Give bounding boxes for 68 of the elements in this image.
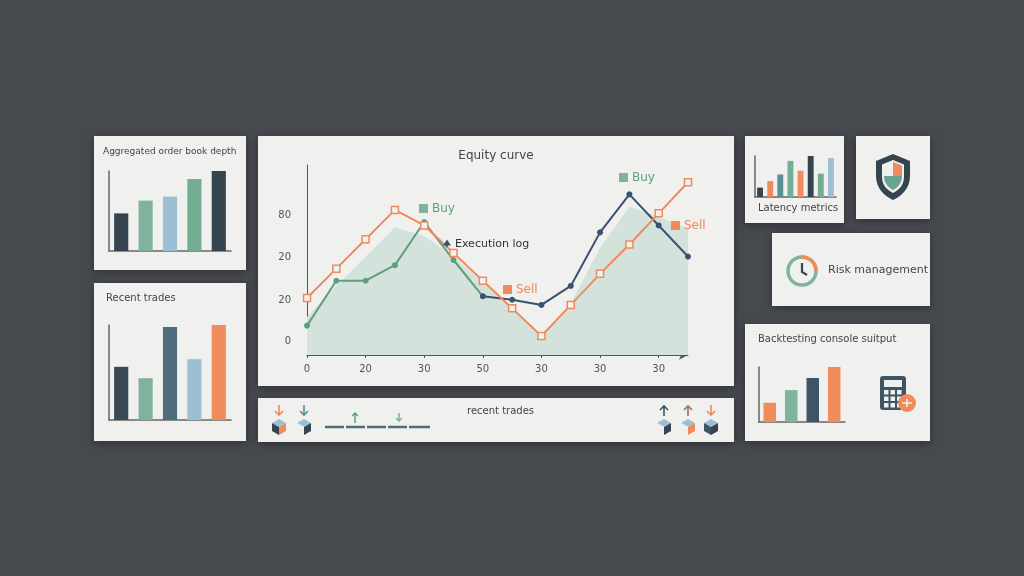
point bbox=[685, 253, 691, 260]
x-tick-label: 30 bbox=[652, 362, 666, 374]
text: 20 bbox=[278, 250, 291, 262]
point bbox=[302, 293, 312, 303]
chart-title: Backtesting console suitput bbox=[758, 333, 897, 344]
text: 0 bbox=[284, 334, 291, 346]
point bbox=[450, 257, 457, 263]
text: Latency metrics bbox=[758, 202, 839, 213]
point bbox=[362, 277, 369, 284]
text: 20 bbox=[278, 293, 291, 305]
bar bbox=[211, 325, 226, 420]
bar bbox=[162, 326, 178, 420]
x-tick-label: 30 bbox=[417, 362, 431, 374]
point bbox=[567, 282, 574, 289]
chart-title: Aggregated order book depth bbox=[103, 146, 237, 156]
annotation: Sell bbox=[684, 218, 706, 232]
point bbox=[595, 269, 605, 279]
point bbox=[361, 235, 370, 244]
point bbox=[507, 304, 517, 313]
bar bbox=[114, 366, 129, 420]
bar bbox=[828, 367, 841, 422]
point bbox=[419, 221, 429, 230]
bar bbox=[757, 187, 763, 197]
annotation: Buy bbox=[432, 201, 455, 215]
bar bbox=[807, 156, 814, 197]
bar bbox=[785, 390, 798, 422]
text: Risk management bbox=[828, 263, 928, 276]
point bbox=[391, 262, 398, 269]
point bbox=[654, 209, 663, 218]
bar bbox=[828, 158, 834, 197]
x-tick-label: 0 bbox=[303, 362, 311, 374]
point bbox=[625, 240, 634, 249]
annotation: Sell bbox=[516, 282, 538, 296]
bar bbox=[187, 179, 202, 251]
x-tick-label: 30 bbox=[535, 362, 548, 374]
bar bbox=[767, 181, 774, 197]
x-tick-label: 50 bbox=[476, 362, 490, 374]
bar bbox=[162, 196, 178, 251]
bar bbox=[777, 174, 784, 197]
bar bbox=[138, 200, 153, 251]
bar bbox=[806, 378, 819, 422]
bar bbox=[114, 213, 129, 251]
x-tick-label: 30 bbox=[593, 362, 607, 374]
x-tick-label: 20 bbox=[359, 362, 372, 374]
bar bbox=[138, 378, 153, 420]
text: recent trades bbox=[467, 405, 535, 416]
chart-title: Recent trades bbox=[106, 292, 176, 303]
chart-title: Equity curve bbox=[458, 148, 534, 162]
bar bbox=[211, 171, 226, 251]
point bbox=[304, 322, 310, 329]
text: 80 bbox=[278, 208, 291, 220]
point bbox=[597, 229, 604, 236]
point bbox=[626, 191, 633, 198]
point bbox=[538, 301, 545, 308]
bar bbox=[763, 402, 776, 422]
bar bbox=[187, 359, 202, 420]
point bbox=[683, 178, 693, 187]
point bbox=[509, 296, 516, 303]
annotation: Execution log bbox=[455, 236, 530, 250]
point bbox=[390, 205, 400, 215]
bar bbox=[817, 173, 824, 197]
point bbox=[537, 331, 546, 341]
point bbox=[449, 248, 458, 258]
point bbox=[566, 300, 576, 310]
annotation: Buy bbox=[632, 170, 655, 184]
point bbox=[332, 264, 341, 273]
point bbox=[478, 276, 488, 285]
point bbox=[333, 277, 340, 284]
